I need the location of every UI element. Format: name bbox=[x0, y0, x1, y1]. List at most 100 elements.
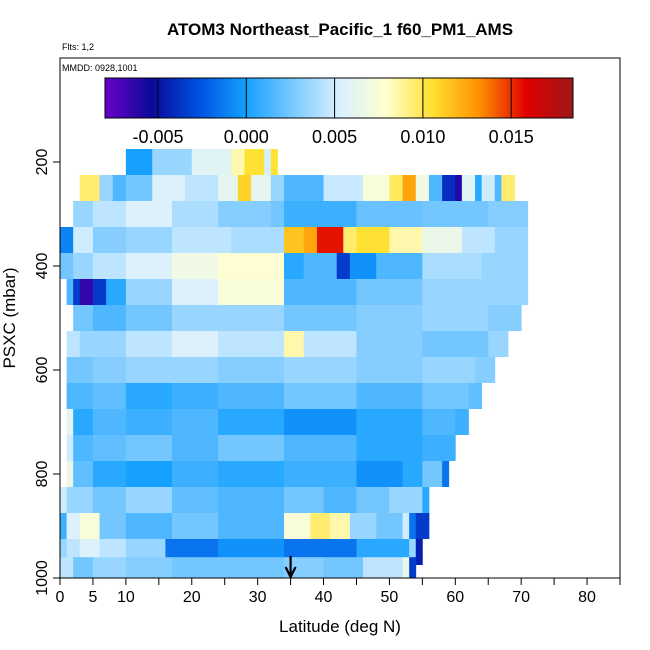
heatmap-cell bbox=[218, 331, 285, 357]
heatmap-cell bbox=[389, 175, 403, 201]
heatmap-cell bbox=[92, 383, 127, 409]
heatmap-cell bbox=[92, 435, 127, 461]
heatmap-cell bbox=[310, 513, 331, 539]
heatmap-cell bbox=[284, 331, 305, 357]
heatmap-cell bbox=[422, 279, 489, 305]
heatmap-cell bbox=[409, 513, 417, 539]
heatmap-cell bbox=[218, 175, 239, 201]
heatmap-cell bbox=[60, 487, 67, 513]
heatmap-cell bbox=[172, 383, 219, 409]
colorbar-gradient bbox=[104, 77, 574, 119]
heatmap-cell bbox=[475, 175, 483, 201]
latitude-arrow bbox=[284, 556, 297, 580]
heatmap-cell bbox=[125, 201, 173, 227]
heatmap-cell bbox=[455, 175, 463, 201]
colorbar-tick-label: -0.005 bbox=[132, 127, 183, 147]
heatmap-cell bbox=[415, 539, 423, 565]
heatmap-cell bbox=[218, 279, 285, 305]
heatmap-cell bbox=[172, 513, 219, 539]
heatmap-cell bbox=[442, 461, 450, 487]
heatmap-cell bbox=[172, 305, 219, 331]
heatmap-cell bbox=[488, 331, 509, 357]
heatmap-cell bbox=[218, 409, 285, 435]
heatmap-cell bbox=[501, 175, 515, 201]
x-tick-label: 5 bbox=[88, 589, 97, 606]
heatmap-cell bbox=[92, 487, 127, 513]
colorbar: -0.005 0.000 0.005 0.010 0.015 bbox=[104, 77, 574, 147]
colorbar-tick-label: 0.000 bbox=[224, 127, 269, 147]
heatmap-cell bbox=[422, 487, 430, 513]
flights-note: Flts: 1,2 bbox=[62, 42, 94, 52]
heatmap-cell bbox=[231, 149, 245, 175]
x-axis: 0 5 10 20 30 40 50 60 70 80 bbox=[56, 578, 621, 606]
chart-title: ATOM3 Northeast_Pacific_1 f60_PM1_AMS bbox=[167, 20, 513, 39]
heatmap-cell bbox=[422, 435, 456, 461]
heatmap-cell bbox=[389, 487, 423, 513]
heatmap-cell bbox=[284, 409, 357, 435]
heatmap-cell bbox=[125, 149, 153, 175]
heatmap-cell bbox=[481, 253, 529, 279]
heatmap-cell bbox=[66, 487, 94, 513]
heatmap-cell bbox=[422, 409, 456, 435]
heatmap-cell bbox=[73, 253, 94, 279]
y-tick-label: 200 bbox=[34, 149, 51, 176]
heatmap-cell bbox=[343, 227, 357, 253]
heatmap-cell bbox=[356, 461, 403, 487]
heatmap-cell bbox=[172, 461, 219, 487]
heatmap-cell bbox=[422, 201, 489, 227]
y-axis-label: PSXC (mbar) bbox=[0, 267, 19, 368]
heatmap-cell bbox=[152, 175, 186, 201]
heatmap-cell bbox=[125, 487, 173, 513]
heatmap-cell bbox=[172, 331, 219, 357]
heatmap-cell bbox=[303, 227, 318, 253]
heatmap-cell bbox=[356, 357, 423, 383]
heatmap-cell bbox=[303, 331, 357, 357]
heatmap-cell bbox=[92, 279, 107, 305]
heatmap-cell bbox=[284, 253, 305, 279]
heatmap-cell bbox=[237, 175, 252, 201]
heatmap-cell bbox=[191, 149, 232, 175]
heatmap-cell bbox=[428, 175, 443, 201]
heatmap-cell bbox=[66, 279, 74, 305]
heatmap-cell bbox=[218, 305, 285, 331]
plot-frame bbox=[59, 57, 621, 579]
heatmap-cell bbox=[79, 331, 127, 357]
heatmap-cell bbox=[363, 557, 403, 578]
heatmap-cell bbox=[336, 253, 351, 279]
heatmap-cell bbox=[284, 461, 357, 487]
heatmap-cell bbox=[415, 513, 430, 539]
colorbar-tick-label: 0.015 bbox=[489, 127, 534, 147]
x-tick-label: 80 bbox=[578, 589, 596, 606]
heatmap-cell bbox=[125, 383, 173, 409]
heatmap-cell bbox=[349, 513, 377, 539]
heatmap-cell bbox=[172, 487, 219, 513]
heatmap-cell bbox=[60, 253, 74, 279]
x-tick-label: 20 bbox=[183, 589, 201, 606]
heatmap-cell bbox=[422, 461, 443, 487]
heatmap-cell bbox=[73, 435, 94, 461]
colorbar-tick-label: 0.010 bbox=[400, 127, 445, 147]
heatmap-cell bbox=[106, 279, 127, 305]
heatmap-cell bbox=[73, 557, 94, 578]
heatmap-cell bbox=[284, 227, 305, 253]
heatmap-cell bbox=[323, 487, 357, 513]
heatmap-cell bbox=[231, 227, 285, 253]
heatmap-cell bbox=[99, 513, 127, 539]
heatmap-cell bbox=[73, 305, 94, 331]
heatmap-cell bbox=[125, 409, 173, 435]
heatmap-cell bbox=[422, 357, 476, 383]
heatmap-cell bbox=[66, 409, 74, 435]
heatmap-cell bbox=[218, 383, 285, 409]
heatmap-cell bbox=[218, 487, 285, 513]
heatmap-cell bbox=[468, 383, 483, 409]
heatmap-cell bbox=[172, 227, 232, 253]
heatmap-cell bbox=[376, 253, 423, 279]
heatmap-cell bbox=[323, 557, 364, 578]
heatmap-cell bbox=[244, 149, 265, 175]
heatmap-cell bbox=[422, 305, 489, 331]
heatmap-cell bbox=[488, 305, 522, 331]
heatmap-cell bbox=[270, 149, 278, 175]
heatmap-cell bbox=[125, 253, 173, 279]
heatmap-cell bbox=[218, 201, 272, 227]
